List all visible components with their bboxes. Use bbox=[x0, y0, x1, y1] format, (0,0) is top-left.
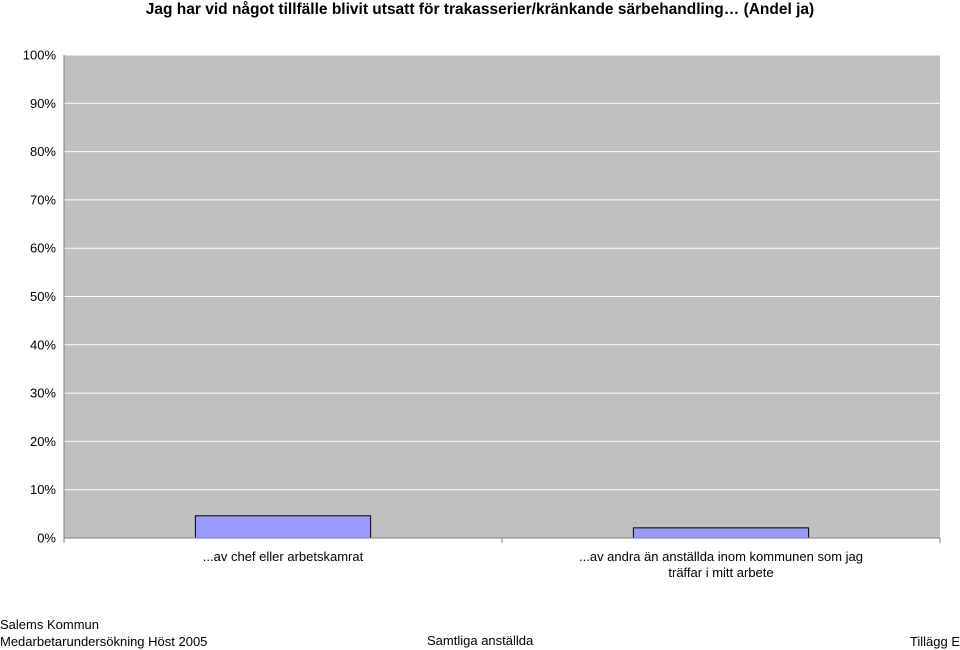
y-tick-label: 60% bbox=[30, 241, 56, 256]
footer-survey-name: Medarbetarundersökning Höst 2005 bbox=[0, 634, 208, 649]
chart-title: Jag har vid något tillfälle blivit utsat… bbox=[145, 1, 815, 18]
axes bbox=[63, 55, 941, 543]
y-axis-ticks: 0% 10% 20% 30% 40% 50% 60% 70% 80% 90% 100% bbox=[23, 48, 57, 546]
bar bbox=[632, 527, 810, 539]
y-tick-label: 40% bbox=[30, 337, 56, 352]
gridlines bbox=[64, 54, 940, 538]
bar-chart: 0% 10% 20% 30% 40% 50% 60% 70% 80% 90% 100% bbox=[23, 48, 941, 546]
y-tick-label: 0% bbox=[37, 531, 56, 546]
x-tick-label: ...av andra än anställda inom kommunen s… bbox=[579, 549, 863, 580]
y-tick-label: 100% bbox=[23, 48, 57, 63]
y-tick-label: 10% bbox=[30, 482, 56, 497]
y-tick-label: 30% bbox=[30, 386, 56, 401]
y-tick-label: 50% bbox=[30, 289, 56, 304]
y-tick-label: 90% bbox=[30, 96, 56, 111]
x-tick-label: ...av chef eller arbetskamrat bbox=[202, 549, 364, 564]
footer-org-name: Salems Kommun bbox=[0, 617, 99, 632]
footer-appendix: Tillägg E bbox=[909, 634, 960, 649]
y-tick-label: 80% bbox=[30, 144, 56, 159]
y-tick-label: 20% bbox=[30, 434, 56, 449]
y-tick-label: 70% bbox=[30, 192, 56, 207]
bar bbox=[194, 515, 372, 539]
footer-group: Samtliga anställda bbox=[427, 633, 534, 648]
